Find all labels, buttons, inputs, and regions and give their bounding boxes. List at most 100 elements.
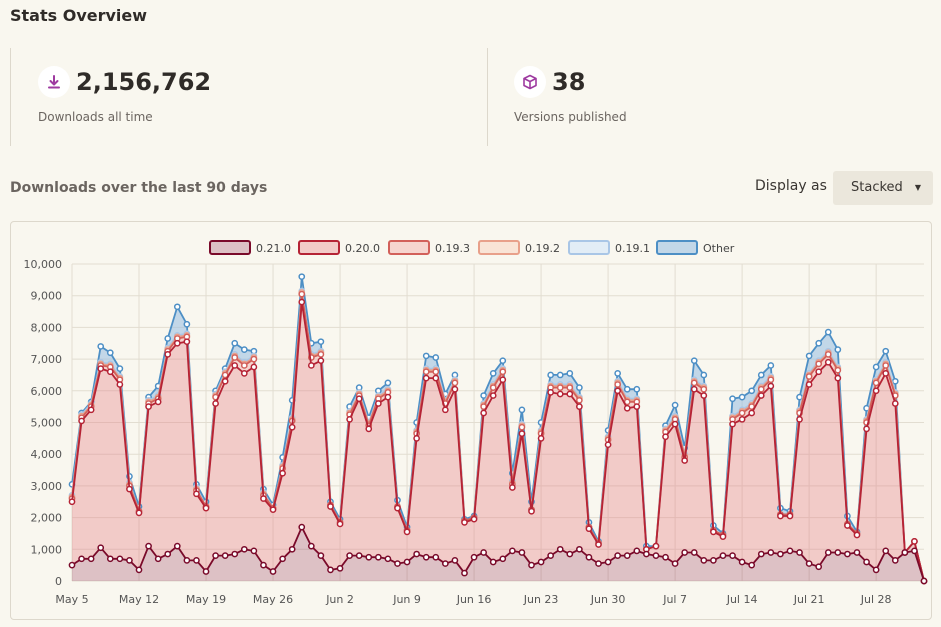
data-point xyxy=(126,485,133,493)
data-point xyxy=(355,552,363,559)
data-point xyxy=(451,379,459,387)
data-point xyxy=(489,370,497,377)
data-point xyxy=(882,547,890,555)
data-point xyxy=(499,368,507,376)
series-area xyxy=(72,527,924,581)
data-point xyxy=(106,368,114,376)
data-point xyxy=(279,469,286,477)
data-point xyxy=(97,365,105,372)
data-point xyxy=(786,547,794,555)
x-tick-label: May 26 xyxy=(253,593,293,606)
data-point xyxy=(671,420,679,428)
data-point xyxy=(652,542,660,550)
display-as-select[interactable]: Stacked ▼ xyxy=(833,171,933,205)
data-point xyxy=(374,400,382,407)
data-point xyxy=(145,542,152,550)
y-tick-label: 3,000 xyxy=(31,480,63,493)
x-tick-label: May 12 xyxy=(119,593,159,606)
data-point xyxy=(652,552,660,559)
data-point xyxy=(499,376,507,384)
y-tick-label: 10,000 xyxy=(24,258,63,271)
data-point xyxy=(844,550,851,558)
x-tick-label: Jul 28 xyxy=(860,593,892,606)
data-point xyxy=(394,504,401,512)
data-point xyxy=(221,377,229,385)
data-point xyxy=(432,553,440,561)
data-point xyxy=(480,549,487,556)
data-point xyxy=(872,566,880,574)
data-point xyxy=(710,528,717,536)
data-point xyxy=(681,549,689,556)
data-point xyxy=(748,561,756,569)
data-point xyxy=(461,569,468,577)
versions-count: 38 xyxy=(552,68,586,96)
data-point xyxy=(844,522,851,529)
package-icon xyxy=(514,66,546,98)
data-point xyxy=(738,558,746,566)
data-point xyxy=(576,403,583,410)
data-point xyxy=(537,435,545,442)
data-point xyxy=(307,542,315,550)
data-point xyxy=(643,550,650,558)
data-point xyxy=(116,381,124,388)
x-tick-label: Jun 30 xyxy=(590,593,626,606)
data-point xyxy=(911,547,918,555)
data-point xyxy=(853,549,861,556)
data-point xyxy=(872,363,880,371)
data-point xyxy=(240,545,248,553)
data-point xyxy=(518,406,526,414)
data-point xyxy=(623,385,631,393)
legend-swatch xyxy=(568,240,610,255)
data-point xyxy=(231,339,239,347)
data-point xyxy=(154,555,162,563)
data-point xyxy=(288,423,296,431)
data-point xyxy=(805,373,813,380)
data-point xyxy=(834,366,842,374)
data-point xyxy=(757,392,765,399)
data-point xyxy=(250,547,258,555)
data-point xyxy=(556,390,564,398)
data-point xyxy=(106,555,114,563)
data-point xyxy=(480,392,487,399)
legend-label: 0.19.2 xyxy=(525,242,560,255)
data-point xyxy=(336,564,344,572)
data-point xyxy=(815,339,823,347)
legend-label: 0.19.3 xyxy=(435,242,470,255)
data-point xyxy=(403,528,411,536)
data-point xyxy=(815,360,823,368)
data-point xyxy=(757,385,765,393)
data-point xyxy=(805,560,813,567)
data-point xyxy=(470,553,478,561)
data-point xyxy=(346,552,353,559)
data-point xyxy=(767,376,775,384)
data-point xyxy=(288,545,296,553)
data-point xyxy=(729,420,736,428)
data-point xyxy=(499,357,507,365)
data-point xyxy=(710,557,717,564)
legend-swatch xyxy=(478,240,520,255)
data-point xyxy=(595,560,602,567)
data-point xyxy=(413,550,420,558)
data-point xyxy=(805,352,813,360)
y-tick-label: 2,000 xyxy=(31,512,63,525)
data-point xyxy=(193,490,200,498)
data-point xyxy=(432,354,440,361)
data-point xyxy=(422,374,430,382)
data-point xyxy=(863,425,870,433)
x-tick-label: Jul 7 xyxy=(662,593,687,606)
legend-swatch xyxy=(656,240,698,255)
data-point xyxy=(173,339,181,347)
data-point xyxy=(719,552,727,559)
data-point xyxy=(441,406,449,414)
y-tick-label: 1,000 xyxy=(31,543,63,556)
data-point xyxy=(700,392,708,399)
data-point xyxy=(173,542,181,550)
legend-swatch xyxy=(298,240,340,255)
data-point xyxy=(384,379,392,387)
data-point xyxy=(604,441,612,449)
data-point xyxy=(872,379,880,387)
data-point xyxy=(690,379,698,387)
data-point xyxy=(394,560,401,567)
data-point xyxy=(221,552,229,559)
x-tick-label: Jul 21 xyxy=(793,593,825,606)
